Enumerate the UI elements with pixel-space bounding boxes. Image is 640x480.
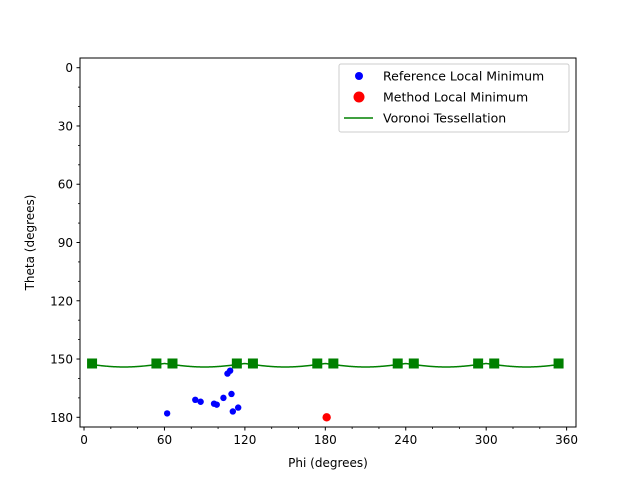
y-tick-label: 0 <box>65 61 73 75</box>
axes-layer: 0 60 120 180 240 300 360 0 30 60 90 120 150 180 <box>50 57 578 447</box>
y-tick-label: 30 <box>58 119 73 133</box>
x-tick-label: 0 <box>80 433 88 447</box>
y-tick-label: 60 <box>58 178 73 192</box>
legend: Reference Local Minimum Method Local Min… <box>338 63 570 133</box>
x-tick-label: 360 <box>555 433 578 447</box>
voronoi-vertex-marker <box>231 358 242 369</box>
voronoi-vertex-marker <box>473 358 484 369</box>
y-tick-label: 150 <box>50 353 73 367</box>
x-axis-label: Phi (degrees) <box>288 456 368 470</box>
x-tick-label: 240 <box>394 433 417 447</box>
voronoi-vertex-marker <box>328 358 339 369</box>
legend-label-reference: Reference Local Minimum <box>383 69 544 84</box>
legend-label-voronoi: Voronoi Tessellation <box>383 111 506 126</box>
legend-marker-reference <box>355 72 363 80</box>
reference-minimum-point <box>163 410 171 417</box>
reference-minimum-point <box>226 367 234 374</box>
method-minimum-point <box>322 413 331 422</box>
legend-marker-method <box>353 91 365 103</box>
y-tick-label: 180 <box>50 411 73 425</box>
series-layer <box>87 358 564 422</box>
legend-label-method: Method Local Minimum <box>383 90 528 105</box>
reference-minimum-point <box>197 398 204 405</box>
voronoi-vertex-marker <box>167 358 178 369</box>
reference-minimum-point <box>228 390 235 398</box>
y-tick-label: 90 <box>58 236 73 250</box>
voronoi-vertex-marker <box>312 358 323 369</box>
y-axis-label: Theta (degrees) <box>23 195 37 292</box>
reference-minimum-point <box>192 396 199 404</box>
reference-minimum-point <box>234 404 242 411</box>
x-tick-label: 60 <box>157 433 172 447</box>
voronoi-vertex-marker <box>489 358 500 369</box>
reference-minimum-point <box>229 408 237 415</box>
x-tick-label: 180 <box>314 433 337 447</box>
reference-minimum-point <box>220 394 227 402</box>
voronoi-vertex-marker <box>408 358 419 369</box>
legend-box <box>338 63 570 133</box>
voronoi-vertex-marker <box>87 358 98 369</box>
voronoi-vertex-marker <box>247 358 258 369</box>
reference-minimum-point <box>213 401 220 408</box>
voronoi-vertex-marker <box>392 358 403 369</box>
voronoi-vertex-marker <box>151 358 162 369</box>
voronoi-vertex-marker <box>553 358 564 369</box>
x-tick-label: 300 <box>475 433 498 447</box>
y-tick-label: 120 <box>50 294 73 308</box>
x-tick-label: 120 <box>233 433 256 447</box>
